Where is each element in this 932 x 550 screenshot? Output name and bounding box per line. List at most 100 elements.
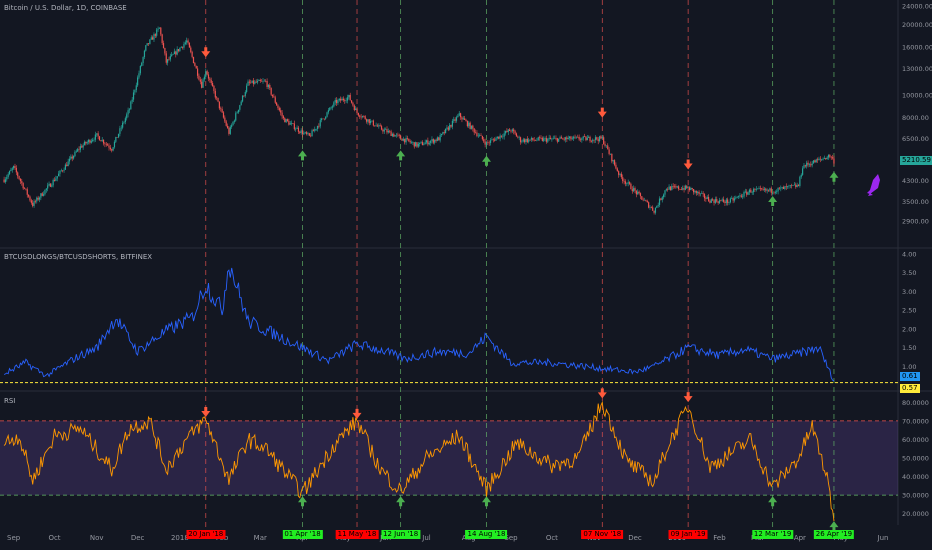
candle-body: [626, 183, 628, 185]
x-axis-tick-label: Feb: [713, 534, 726, 542]
candle-body: [108, 145, 110, 148]
candle-body: [352, 102, 354, 106]
candle-body: [123, 122, 125, 123]
candle-body: [717, 201, 719, 203]
threshold-value-badge: 0.57: [900, 383, 920, 393]
candle-body: [469, 122, 471, 129]
candle-body: [447, 127, 449, 130]
candle-body: [822, 158, 824, 160]
candle-body: [79, 146, 81, 150]
candle-body: [10, 169, 12, 172]
up-arrow-icon: [396, 150, 406, 161]
candle-body: [280, 110, 282, 113]
candle-body: [157, 28, 159, 30]
rsi-axis-tick-label: 20.0000: [902, 510, 929, 518]
candle-body: [244, 92, 246, 96]
candle-body: [635, 190, 637, 195]
candle-body: [438, 137, 440, 141]
candle-body: [522, 139, 524, 142]
candle-body: [265, 80, 267, 82]
candle-body: [404, 138, 406, 143]
candle-body: [130, 101, 132, 110]
candle-body: [592, 139, 594, 142]
candle-body: [802, 168, 804, 175]
candle-body: [807, 162, 809, 165]
price-axis-tick-label: 10000.00: [902, 91, 932, 99]
price-pane-title: Bitcoin / U.S. Dollar, 1D, COINBASE: [4, 4, 127, 12]
candle-body: [641, 196, 643, 200]
candle-body: [284, 118, 286, 123]
candle-body: [228, 127, 230, 134]
candle-body: [256, 80, 259, 83]
candle-body: [186, 40, 188, 43]
candle-body: [671, 186, 673, 191]
candle-body: [784, 186, 786, 190]
candle-body: [184, 42, 186, 45]
candle-body: [539, 137, 541, 138]
candle-body: [491, 139, 493, 141]
candle-body: [301, 130, 304, 135]
candle-body: [75, 151, 77, 153]
candle-body: [355, 108, 357, 110]
candle-body: [344, 100, 346, 102]
candle-body: [476, 132, 478, 136]
candle-body: [825, 158, 827, 160]
candle-body: [112, 147, 114, 151]
x-axis-tick-label: Sep: [7, 534, 21, 542]
down-arrow-icon: [683, 159, 693, 170]
candle-body: [387, 131, 389, 133]
candle-body: [623, 181, 625, 182]
candle-body: [826, 157, 828, 160]
candle-body: [315, 128, 317, 130]
candle-body: [93, 139, 95, 141]
candle-body: [391, 134, 394, 136]
candle-body: [308, 133, 310, 136]
candle-body: [237, 109, 240, 113]
candle-body: [581, 138, 583, 140]
candle-body: [762, 189, 764, 190]
down-arrow-icon: [201, 407, 211, 417]
candle-body: [162, 43, 165, 48]
ratio-axis-tick-label: 1.00: [902, 363, 916, 371]
candle-body: [405, 138, 407, 143]
sell-date-badge: 20 Jan '18: [186, 530, 226, 539]
rsi-pane-title: RSI: [4, 397, 16, 405]
candle-body: [361, 116, 364, 118]
candle-body: [638, 191, 640, 194]
candle-body: [382, 129, 384, 132]
candle-body: [431, 139, 433, 142]
candle-body: [658, 198, 661, 205]
candle-body: [13, 165, 15, 169]
candle-body: [419, 142, 421, 144]
candle-body: [583, 136, 586, 138]
candle-body: [37, 197, 39, 200]
candle-body: [699, 193, 702, 195]
candle-body: [495, 138, 497, 141]
price-axis-tick-label: 4300.00: [902, 177, 929, 185]
candle-body: [201, 81, 203, 88]
candle-body: [642, 199, 644, 201]
candle-body: [247, 81, 249, 86]
candle-body: [55, 178, 57, 181]
candle-body: [394, 135, 396, 137]
candle-body: [259, 80, 261, 82]
candle-body: [799, 176, 801, 186]
candle-body: [359, 115, 361, 117]
candle-body: [360, 116, 362, 118]
candle-body: [554, 137, 556, 139]
candle-body: [270, 88, 272, 95]
up-arrow-icon: [481, 155, 491, 166]
candle-body: [102, 139, 105, 144]
candle-body: [307, 133, 309, 134]
candle-body: [499, 135, 501, 139]
candle-body: [645, 200, 647, 202]
candle-body: [77, 149, 79, 152]
candle-body: [292, 123, 294, 124]
rsi-axis-tick-label: 70.0000: [902, 417, 929, 425]
candle-body: [529, 139, 531, 141]
candle-body: [819, 158, 821, 160]
candle-body: [763, 188, 766, 190]
candle-body: [363, 116, 365, 117]
